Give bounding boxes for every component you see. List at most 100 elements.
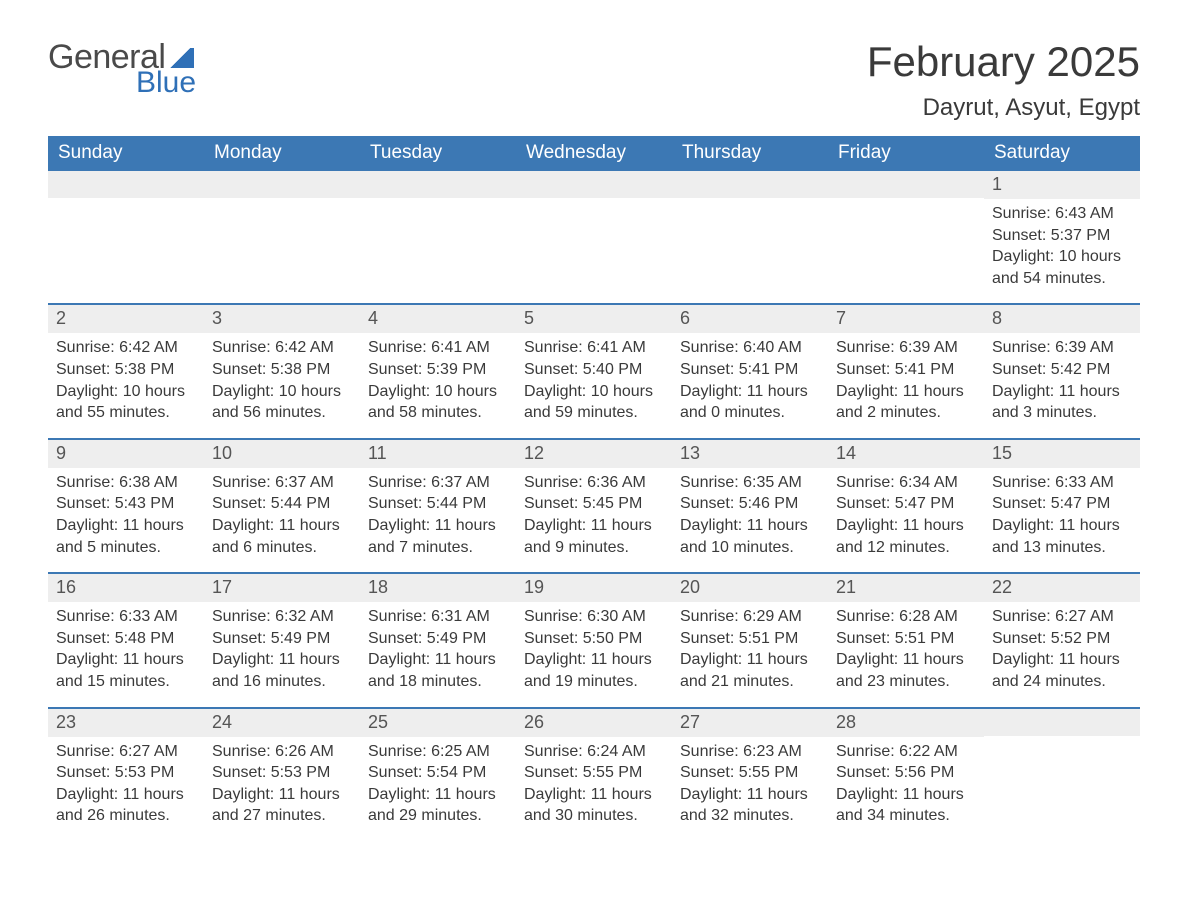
calendar-day: 25Sunrise: 6:25 AMSunset: 5:54 PMDayligh…: [360, 709, 516, 841]
day-details: Sunrise: 6:28 AMSunset: 5:51 PMDaylight:…: [828, 602, 984, 692]
sunrise-text: Sunrise: 6:30 AM: [524, 606, 664, 628]
sunset-text: Sunset: 5:43 PM: [56, 493, 196, 515]
daylight-text: Daylight: 11 hours and 29 minutes.: [368, 784, 508, 827]
sunset-text: Sunset: 5:56 PM: [836, 762, 976, 784]
sunset-text: Sunset: 5:55 PM: [524, 762, 664, 784]
calendar-day-empty: [204, 171, 360, 303]
calendar-day: 11Sunrise: 6:37 AMSunset: 5:44 PMDayligh…: [360, 440, 516, 572]
calendar-day: 4Sunrise: 6:41 AMSunset: 5:39 PMDaylight…: [360, 305, 516, 437]
day-details: Sunrise: 6:33 AMSunset: 5:48 PMDaylight:…: [48, 602, 204, 692]
day-details: Sunrise: 6:42 AMSunset: 5:38 PMDaylight:…: [48, 333, 204, 423]
day-number: 16: [48, 574, 204, 602]
sunrise-text: Sunrise: 6:31 AM: [368, 606, 508, 628]
daylight-text: Daylight: 11 hours and 30 minutes.: [524, 784, 664, 827]
daylight-text: Daylight: 11 hours and 10 minutes.: [680, 515, 820, 558]
day-details: Sunrise: 6:42 AMSunset: 5:38 PMDaylight:…: [204, 333, 360, 423]
daylight-text: Daylight: 10 hours and 58 minutes.: [368, 381, 508, 424]
sunrise-text: Sunrise: 6:26 AM: [212, 741, 352, 763]
sunset-text: Sunset: 5:37 PM: [992, 225, 1132, 247]
calendar-day: 20Sunrise: 6:29 AMSunset: 5:51 PMDayligh…: [672, 574, 828, 706]
daylight-text: Daylight: 10 hours and 54 minutes.: [992, 246, 1132, 289]
sunrise-text: Sunrise: 6:35 AM: [680, 472, 820, 494]
calendar-day: 10Sunrise: 6:37 AMSunset: 5:44 PMDayligh…: [204, 440, 360, 572]
sunrise-text: Sunrise: 6:37 AM: [368, 472, 508, 494]
dow-cell: Sunday: [48, 136, 204, 171]
day-details: Sunrise: 6:22 AMSunset: 5:56 PMDaylight:…: [828, 737, 984, 827]
day-number: 27: [672, 709, 828, 737]
sunrise-text: Sunrise: 6:43 AM: [992, 203, 1132, 225]
calendar-day-empty: [360, 171, 516, 303]
calendar-day: 13Sunrise: 6:35 AMSunset: 5:46 PMDayligh…: [672, 440, 828, 572]
calendar-week: 9Sunrise: 6:38 AMSunset: 5:43 PMDaylight…: [48, 438, 1140, 572]
day-number: 11: [360, 440, 516, 468]
day-number: 2: [48, 305, 204, 333]
sunrise-text: Sunrise: 6:22 AM: [836, 741, 976, 763]
sunrise-text: Sunrise: 6:28 AM: [836, 606, 976, 628]
calendar-day: 27Sunrise: 6:23 AMSunset: 5:55 PMDayligh…: [672, 709, 828, 841]
daylight-text: Daylight: 11 hours and 27 minutes.: [212, 784, 352, 827]
sunset-text: Sunset: 5:47 PM: [836, 493, 976, 515]
sunrise-text: Sunrise: 6:39 AM: [992, 337, 1132, 359]
day-number: [204, 171, 360, 198]
sunrise-text: Sunrise: 6:25 AM: [368, 741, 508, 763]
day-details: Sunrise: 6:23 AMSunset: 5:55 PMDaylight:…: [672, 737, 828, 827]
sunrise-text: Sunrise: 6:34 AM: [836, 472, 976, 494]
daylight-text: Daylight: 11 hours and 7 minutes.: [368, 515, 508, 558]
day-number: 23: [48, 709, 204, 737]
day-details: Sunrise: 6:36 AMSunset: 5:45 PMDaylight:…: [516, 468, 672, 558]
day-number: 15: [984, 440, 1140, 468]
calendar-day: 26Sunrise: 6:24 AMSunset: 5:55 PMDayligh…: [516, 709, 672, 841]
sunrise-text: Sunrise: 6:36 AM: [524, 472, 664, 494]
sunrise-text: Sunrise: 6:41 AM: [368, 337, 508, 359]
sunset-text: Sunset: 5:54 PM: [368, 762, 508, 784]
day-number: 12: [516, 440, 672, 468]
calendar-day: 8Sunrise: 6:39 AMSunset: 5:42 PMDaylight…: [984, 305, 1140, 437]
day-details: Sunrise: 6:41 AMSunset: 5:39 PMDaylight:…: [360, 333, 516, 423]
daylight-text: Daylight: 11 hours and 9 minutes.: [524, 515, 664, 558]
sunset-text: Sunset: 5:41 PM: [836, 359, 976, 381]
calendar-day: 16Sunrise: 6:33 AMSunset: 5:48 PMDayligh…: [48, 574, 204, 706]
day-details: Sunrise: 6:32 AMSunset: 5:49 PMDaylight:…: [204, 602, 360, 692]
calendar-day: 23Sunrise: 6:27 AMSunset: 5:53 PMDayligh…: [48, 709, 204, 841]
day-number: 5: [516, 305, 672, 333]
daylight-text: Daylight: 11 hours and 21 minutes.: [680, 649, 820, 692]
day-number: 6: [672, 305, 828, 333]
calendar-day: 7Sunrise: 6:39 AMSunset: 5:41 PMDaylight…: [828, 305, 984, 437]
dow-cell: Wednesday: [516, 136, 672, 171]
day-details: Sunrise: 6:39 AMSunset: 5:42 PMDaylight:…: [984, 333, 1140, 423]
sunrise-text: Sunrise: 6:41 AM: [524, 337, 664, 359]
calendar-day: 6Sunrise: 6:40 AMSunset: 5:41 PMDaylight…: [672, 305, 828, 437]
brand-logo: General Blue: [48, 40, 196, 98]
day-details: Sunrise: 6:27 AMSunset: 5:53 PMDaylight:…: [48, 737, 204, 827]
day-number: 4: [360, 305, 516, 333]
daylight-text: Daylight: 11 hours and 23 minutes.: [836, 649, 976, 692]
sunrise-text: Sunrise: 6:23 AM: [680, 741, 820, 763]
daylight-text: Daylight: 11 hours and 18 minutes.: [368, 649, 508, 692]
calendar-week: 23Sunrise: 6:27 AMSunset: 5:53 PMDayligh…: [48, 707, 1140, 841]
sunset-text: Sunset: 5:45 PM: [524, 493, 664, 515]
day-number: 24: [204, 709, 360, 737]
dow-cell: Friday: [828, 136, 984, 171]
sunset-text: Sunset: 5:49 PM: [368, 628, 508, 650]
sunset-text: Sunset: 5:51 PM: [836, 628, 976, 650]
daylight-text: Daylight: 10 hours and 56 minutes.: [212, 381, 352, 424]
day-details: Sunrise: 6:38 AMSunset: 5:43 PMDaylight:…: [48, 468, 204, 558]
dow-cell: Monday: [204, 136, 360, 171]
sunrise-text: Sunrise: 6:24 AM: [524, 741, 664, 763]
calendar-day: 3Sunrise: 6:42 AMSunset: 5:38 PMDaylight…: [204, 305, 360, 437]
daylight-text: Daylight: 11 hours and 26 minutes.: [56, 784, 196, 827]
sunset-text: Sunset: 5:47 PM: [992, 493, 1132, 515]
daylight-text: Daylight: 11 hours and 24 minutes.: [992, 649, 1132, 692]
calendar-day: 12Sunrise: 6:36 AMSunset: 5:45 PMDayligh…: [516, 440, 672, 572]
dow-cell: Tuesday: [360, 136, 516, 171]
daylight-text: Daylight: 11 hours and 2 minutes.: [836, 381, 976, 424]
title-block: February 2025 Dayrut, Asyut, Egypt: [867, 40, 1140, 122]
day-number: 21: [828, 574, 984, 602]
sunrise-text: Sunrise: 6:33 AM: [56, 606, 196, 628]
day-number: [828, 171, 984, 198]
month-title: February 2025: [867, 40, 1140, 84]
sunrise-text: Sunrise: 6:27 AM: [56, 741, 196, 763]
calendar-week: 2Sunrise: 6:42 AMSunset: 5:38 PMDaylight…: [48, 303, 1140, 437]
calendar-day: 2Sunrise: 6:42 AMSunset: 5:38 PMDaylight…: [48, 305, 204, 437]
calendar-day-empty: [516, 171, 672, 303]
